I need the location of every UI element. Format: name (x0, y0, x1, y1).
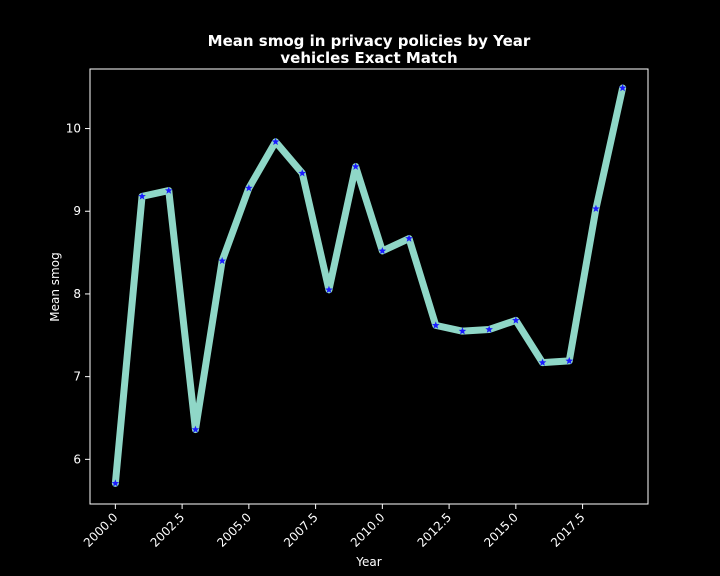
data-point-marker (325, 285, 333, 294)
data-point-marker (191, 425, 200, 433)
data-point-marker (164, 186, 173, 194)
plot-frame (89, 68, 649, 505)
y-tick-label: 8 (73, 287, 81, 301)
y-tick-label: 9 (73, 204, 81, 218)
data-point-marker (485, 325, 493, 333)
data-point-marker (618, 84, 627, 92)
data-point-marker (111, 479, 120, 487)
data-point-marker (405, 234, 413, 242)
chart-title-line1: Mean smog in privacy policies by Year (208, 32, 531, 50)
data-point-marker (351, 162, 360, 170)
data-point-marker (592, 204, 600, 212)
data-point-marker (431, 321, 440, 329)
data-point-marker (458, 327, 467, 335)
plot-area (111, 84, 627, 487)
data-point-marker (378, 246, 387, 255)
data-point-marker (138, 192, 146, 200)
data-point-marker (245, 184, 253, 192)
data-point-marker (218, 256, 226, 265)
data-point-marker (565, 356, 574, 365)
y-tick-label: 10 (66, 122, 81, 136)
series-line (111, 84, 627, 487)
y-tick-label: 6 (73, 452, 81, 466)
data-point-marker (538, 358, 547, 366)
y-axis: 6 7 8 9 10 (66, 122, 90, 466)
y-axis-label: Mean smog (48, 252, 62, 321)
x-axis-label: Year (355, 555, 381, 569)
chart-title-line2: vehicles Exact Match (280, 49, 457, 67)
data-point-marker (512, 316, 520, 324)
y-tick-label: 7 (73, 370, 81, 384)
data-point-marker (298, 169, 307, 177)
data-point-marker (271, 137, 280, 146)
